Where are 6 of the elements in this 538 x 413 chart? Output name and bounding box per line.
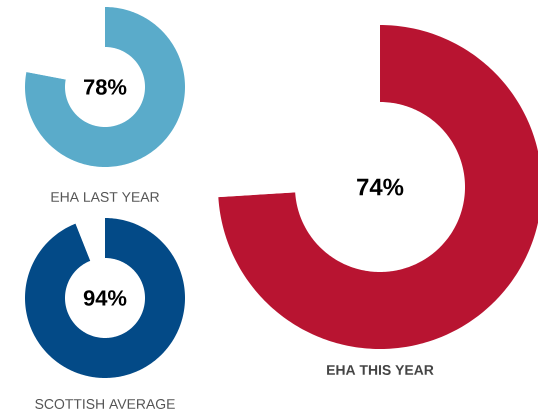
text: EHA LAST YEAR bbox=[51, 192, 159, 202]
text: SCOTTISH AVERAGE bbox=[35, 399, 175, 409]
text: EHA THIS YEAR bbox=[327, 365, 434, 375]
data-label: 74% bbox=[357, 178, 404, 196]
data-label: 94% bbox=[84, 290, 126, 306]
data-label: 78% bbox=[84, 79, 126, 95]
